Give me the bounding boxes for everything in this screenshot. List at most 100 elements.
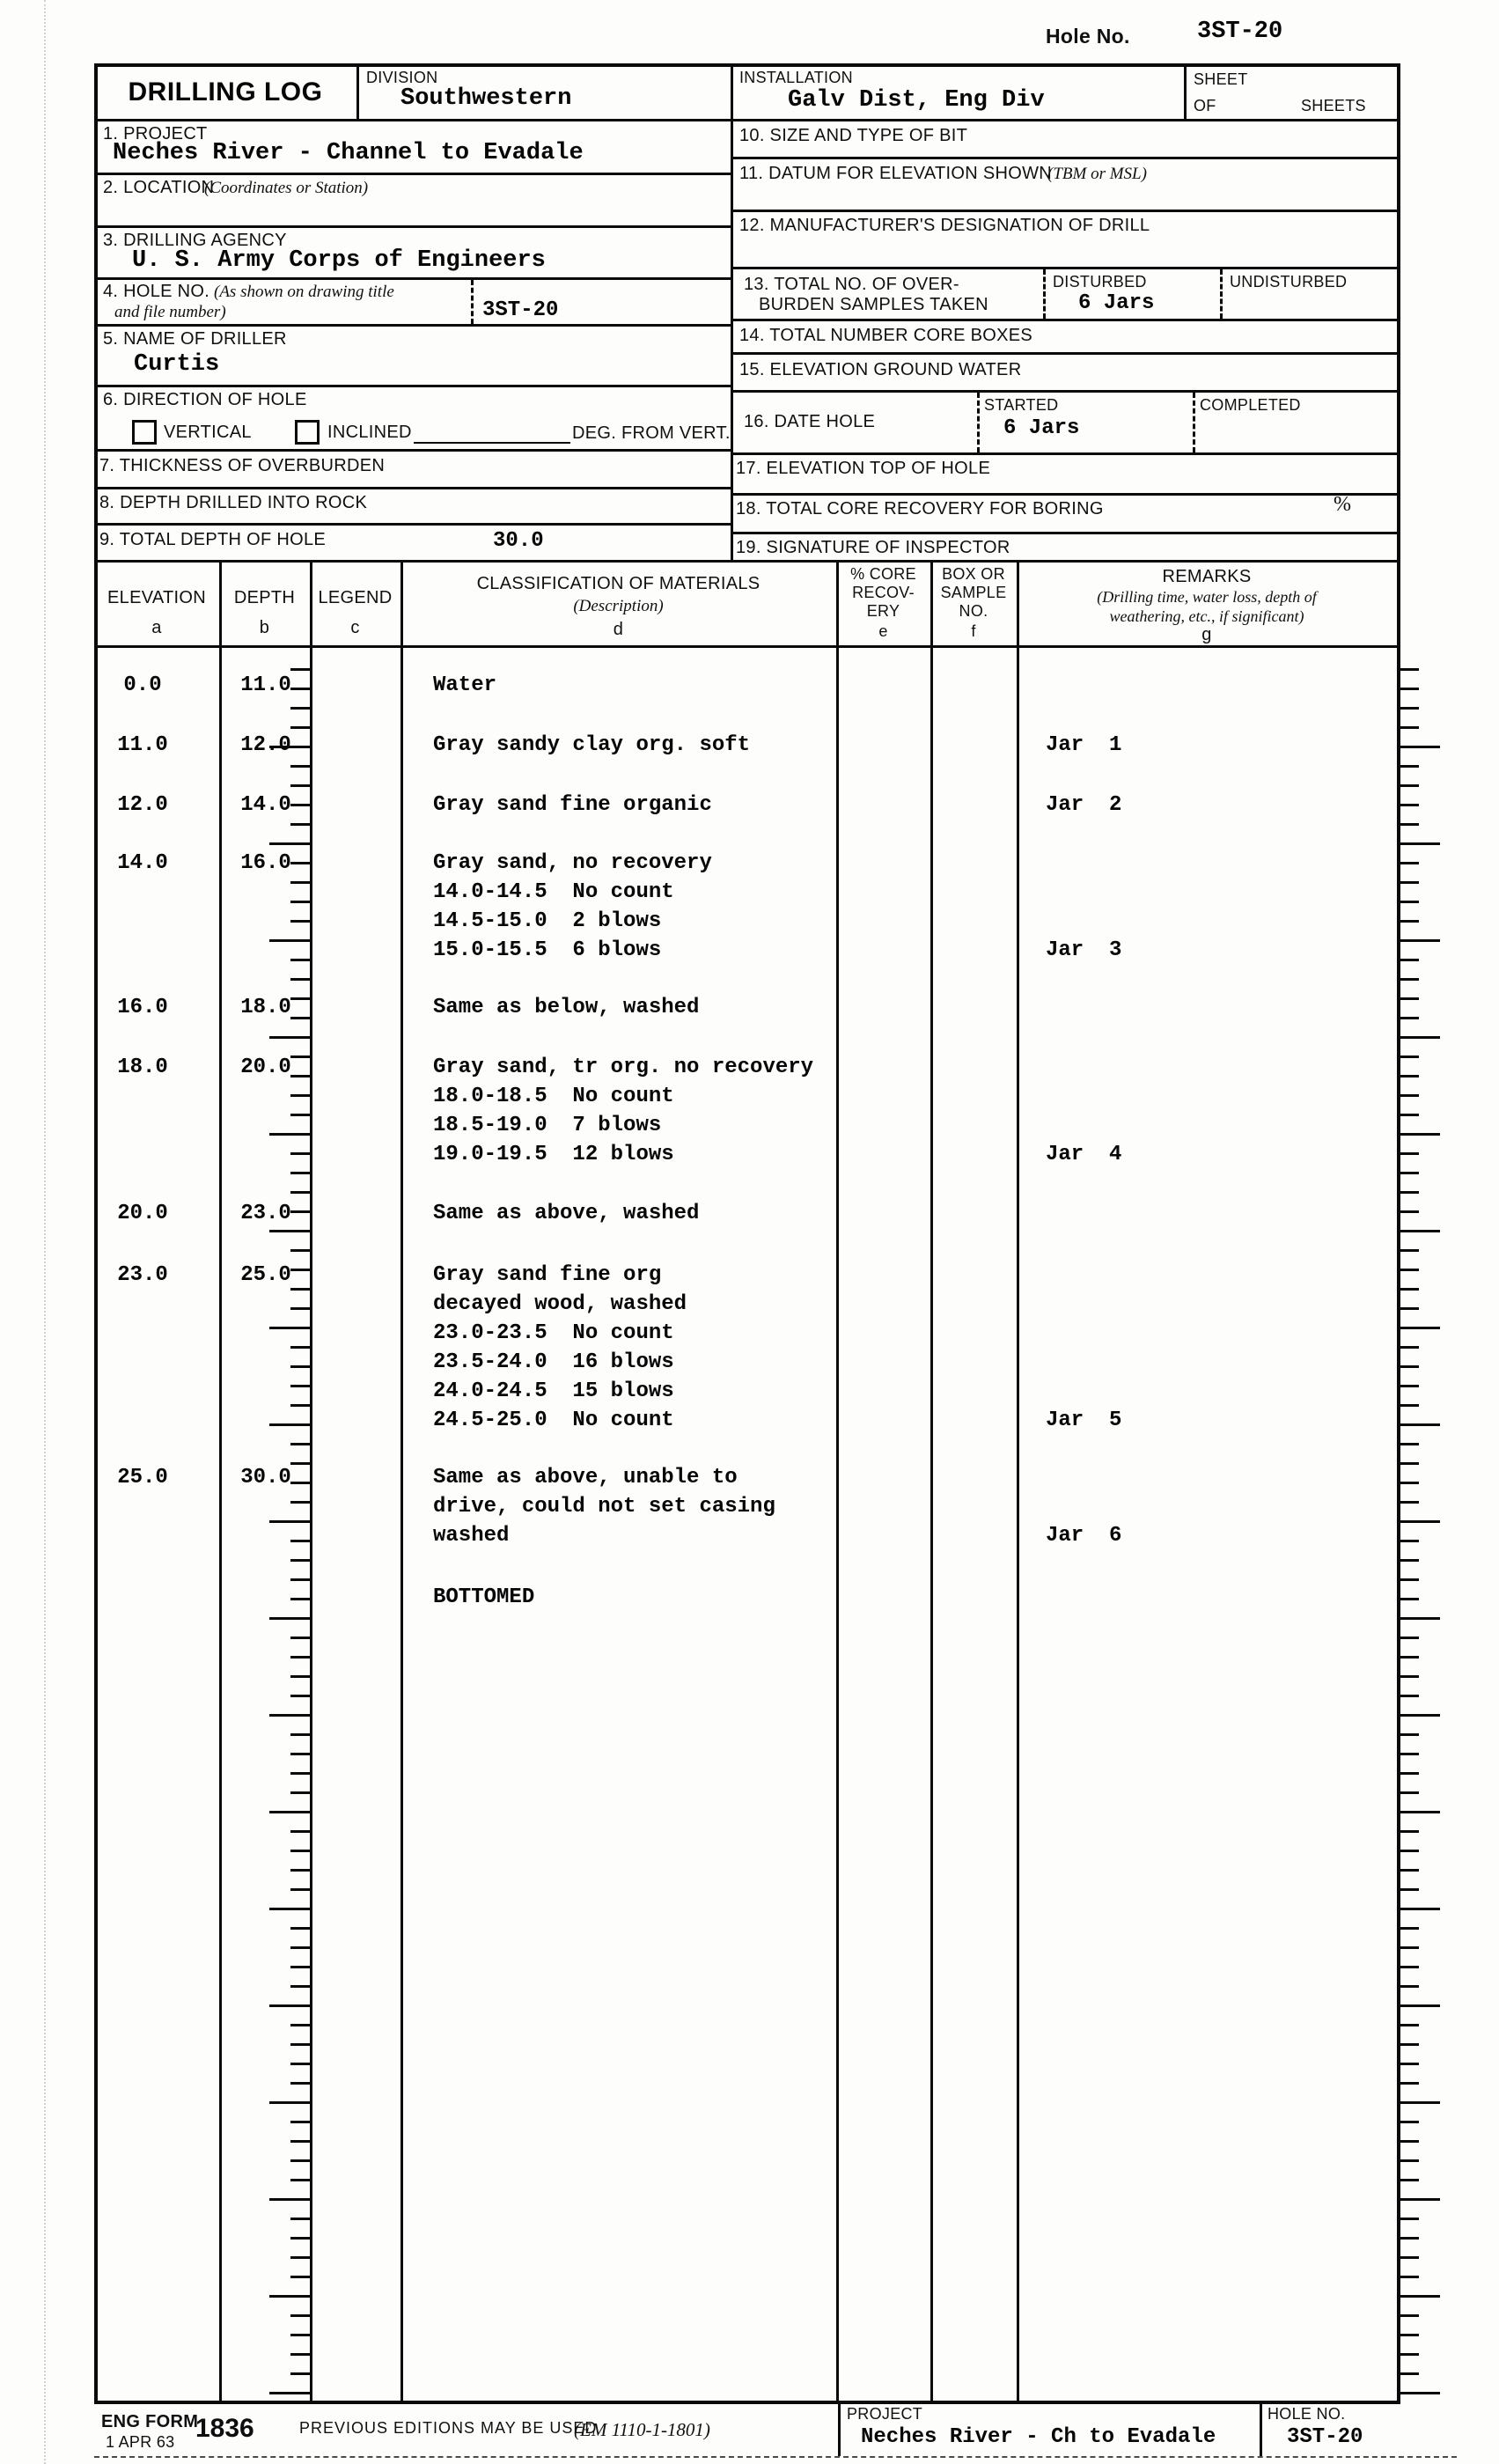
divider — [731, 210, 1400, 212]
divider-dashed — [1193, 393, 1195, 452]
jar-sample-label: Jar 4 — [1046, 1143, 1122, 1166]
division-value: Southwestern — [400, 85, 572, 112]
elevation-value: 12.0 — [117, 793, 168, 817]
col-header-box-1: BOX OR — [942, 565, 1005, 583]
col-line-box-remarks — [1017, 560, 1019, 2401]
scan-edge-artifact — [44, 0, 46, 2464]
top-of-hole-label: 17. ELEVATION TOP OF HOLE — [736, 459, 991, 478]
col-header-box-3: NO. — [959, 602, 988, 620]
depth-value: 20.0 — [240, 1055, 291, 1079]
col-letter-f: f — [971, 622, 976, 640]
samples-label-1: 13. TOTAL NO. OF OVER- — [744, 275, 959, 294]
divider — [94, 385, 731, 387]
eng-form-date: 1 APR 63 — [106, 2433, 175, 2451]
divider — [94, 225, 731, 228]
recovery-percent-sign: % — [1334, 493, 1351, 516]
col-header-core-3: ERY — [866, 602, 900, 620]
divider — [731, 63, 733, 560]
sheet-label: SHEET — [1194, 70, 1248, 88]
table-top-line — [94, 560, 1400, 563]
col-header-remarks-hint2: weathering, etc., if significant) — [1109, 607, 1304, 625]
eng-form-label: ENG FORM — [101, 2412, 199, 2431]
form-title: DRILLING LOG — [128, 77, 323, 107]
ruler-long-ticks — [269, 651, 310, 2399]
depth-ruler-left — [269, 651, 310, 2399]
col-line-classification-core — [836, 560, 839, 2401]
divider — [1260, 2401, 1262, 2456]
rock-depth-label: 8. DEPTH DRILLED INTO ROCK — [99, 493, 368, 512]
col-header-remarks-hint1: (Drilling time, water loss, depth of — [1097, 588, 1317, 606]
deg-from-vert-label: DEG. FROM VERT. — [572, 423, 731, 443]
footer-project-label: PROJECT — [847, 2405, 923, 2423]
col-letter-b: b — [259, 618, 270, 637]
depth-value: 14.0 — [240, 793, 291, 817]
disturbed-value: 6 Jars — [1078, 291, 1155, 315]
project-label: 1. PROJECT — [103, 124, 208, 143]
form-top-border — [94, 63, 1400, 67]
vertical-checkbox — [132, 420, 157, 445]
hole-no-hint2: and file number) — [114, 303, 226, 321]
col-line-core-box — [930, 560, 933, 2401]
sheets-label: SHEETS — [1301, 97, 1366, 114]
undisturbed-label: UNDISTURBED — [1230, 273, 1348, 291]
vertical-label: VERTICAL — [164, 423, 252, 442]
depth-ruler-right — [1400, 651, 1440, 2399]
completed-label: COMPLETED — [1200, 396, 1301, 414]
driller-label: 5. NAME OF DRILLER — [103, 329, 287, 349]
divider — [1184, 63, 1187, 119]
col-header-legend: LEGEND — [318, 588, 393, 607]
description-line: 18.5-19.0 7 blows — [433, 1114, 662, 1137]
divider — [94, 324, 731, 327]
direction-label: 6. DIRECTION OF HOLE — [103, 390, 307, 409]
divider — [731, 352, 1400, 355]
description-line: Gray sand, no recovery — [433, 851, 712, 875]
col-letter-g: g — [1201, 625, 1212, 644]
col-letter-a: a — [151, 618, 162, 637]
depth-value: 25.0 — [240, 1263, 291, 1287]
depth-value: 12.0 — [240, 733, 291, 757]
elevation-value: 0.0 — [123, 673, 162, 697]
description-line: washed — [433, 1524, 510, 1548]
agency-value: U. S. Army Corps of Engineers — [132, 247, 546, 274]
total-depth-value: 30.0 — [493, 529, 544, 553]
jar-sample-label: Jar 6 — [1046, 1524, 1122, 1548]
col-line-elevation-depth — [219, 560, 222, 2401]
divider — [94, 449, 731, 452]
datum-hint: (TBM or MSL) — [1047, 165, 1147, 183]
inspector-label: 19. SIGNATURE OF INSPECTOR — [736, 538, 1010, 557]
description-line: drive, could not set casing — [433, 1495, 775, 1519]
elevation-value: 14.0 — [117, 851, 168, 875]
divider — [94, 277, 731, 280]
description-line: Water — [433, 673, 497, 697]
ruler-long-ticks — [1400, 651, 1440, 2399]
elevation-value: 25.0 — [117, 1466, 168, 1489]
col-header-core-1: % CORE — [850, 565, 916, 583]
samples-label-2: BURDEN SAMPLES TAKEN — [759, 295, 988, 314]
footer-hole-label: HOLE NO. — [1268, 2405, 1346, 2423]
col-header-depth: DEPTH — [233, 588, 296, 607]
description-line: 23.0-23.5 No count — [433, 1321, 674, 1345]
started-label: STARTED — [984, 396, 1059, 414]
divider — [731, 319, 1400, 321]
elevation-value: 20.0 — [117, 1202, 168, 1225]
of-label: OF — [1194, 97, 1216, 114]
installation-label: INSTALLATION — [739, 69, 853, 86]
location-label: 2. LOCATION — [103, 178, 215, 197]
divider-dashed — [1043, 269, 1046, 319]
divider — [356, 63, 359, 119]
divider-dashed — [1220, 269, 1223, 319]
driller-value: Curtis — [134, 351, 220, 378]
divider-dashed — [977, 393, 980, 452]
divider — [731, 532, 1400, 534]
description-line: 14.5-15.0 2 blows — [433, 909, 662, 933]
hole-no-label: 4. HOLE NO. — [103, 282, 210, 301]
footer-project-value: Neches River - Ch to Evadale — [861, 2425, 1216, 2449]
divider — [731, 390, 1400, 393]
col-header-elevation: ELEVATION — [107, 588, 206, 607]
table-header-bottom-line — [94, 645, 1400, 648]
depth-value: 18.0 — [240, 996, 291, 1019]
col-header-classification-hint: (Description) — [573, 597, 664, 615]
disturbed-label: DISTURBED — [1053, 273, 1147, 291]
jar-sample-label: Jar 1 — [1046, 733, 1122, 757]
